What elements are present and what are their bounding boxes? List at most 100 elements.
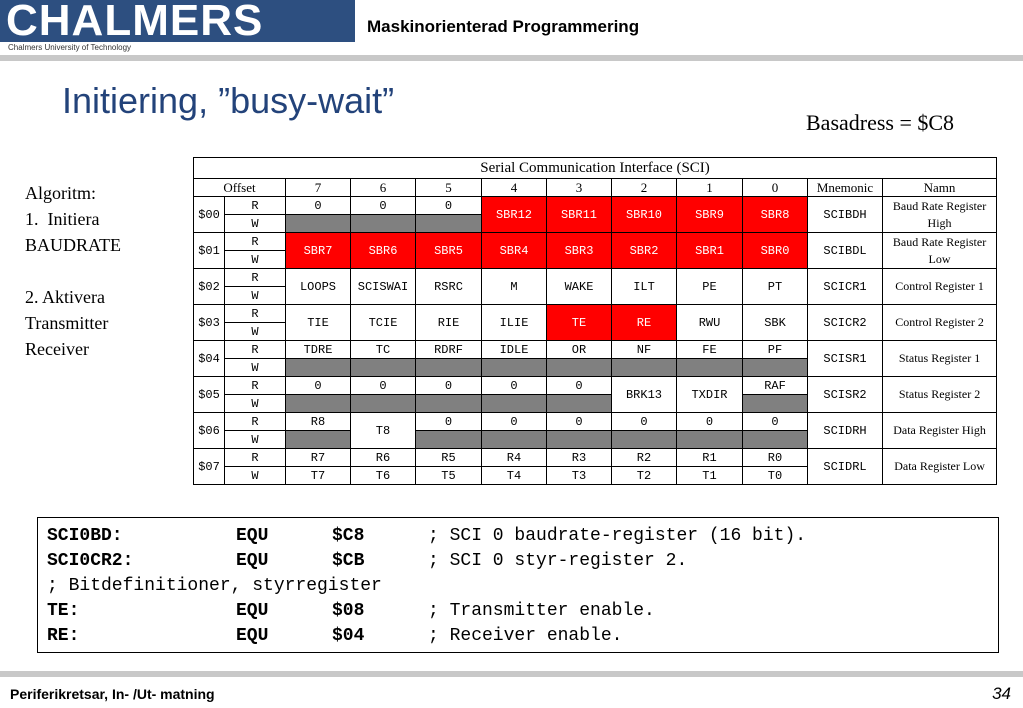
- code-label: SCI0BD:: [47, 526, 123, 546]
- rw-w: W: [224, 430, 286, 449]
- offset-cell: $07: [193, 448, 225, 485]
- bit-cell: TCIE: [350, 304, 416, 341]
- rw-w: W: [224, 214, 286, 233]
- rw-w: W: [224, 322, 286, 341]
- bit-cell-highlight: SBR10: [611, 196, 677, 233]
- bit-cell: T4: [481, 466, 547, 485]
- bit-cell: 0: [481, 412, 547, 431]
- bit-cell-highlight: SBR11: [546, 196, 612, 233]
- offset-cell: $02: [193, 268, 225, 305]
- rw-r: R: [224, 376, 286, 395]
- bit-cell: ILT: [611, 268, 677, 305]
- rw-w: W: [224, 286, 286, 305]
- reserved-cell: [676, 430, 743, 449]
- reserved-cell: [546, 394, 612, 413]
- bit-cell: 0: [611, 412, 677, 431]
- code-op: EQU: [236, 626, 269, 646]
- bit-cell: 0: [415, 196, 482, 215]
- namn-cell: Data Register Low: [881, 448, 998, 485]
- bit-cell: OR: [546, 340, 612, 359]
- bit-cell: SBK: [742, 304, 808, 341]
- code-block: SCI0BD: EQU $C8 ; SCI 0 baudrate-register (…: [37, 517, 999, 653]
- code-arg: $04: [332, 626, 365, 646]
- namn-cell: Control Register 2: [881, 304, 998, 341]
- bit-cell: 0: [676, 412, 743, 431]
- reserved-cell: [415, 430, 482, 449]
- bit-cell: RDRF: [415, 340, 482, 359]
- bit-cell-highlight: SBR9: [676, 196, 743, 233]
- bit-cell: TXDIR: [676, 376, 743, 413]
- header-bit2: 2: [611, 178, 677, 197]
- bit-cell: 0: [546, 376, 612, 395]
- header-bit5: 5: [415, 178, 482, 197]
- bit-cell: PF: [742, 340, 808, 359]
- bit-cell: WAKE: [546, 268, 612, 305]
- bit-cell: TDRE: [285, 340, 351, 359]
- header-bit4: 4: [481, 178, 547, 197]
- header-bit0: 0: [742, 178, 808, 197]
- code-comment: ; SCI 0 styr-register 2.: [428, 551, 688, 571]
- bit-cell-highlight: SBR2: [611, 232, 677, 269]
- bit-cell: T5: [415, 466, 482, 485]
- rw-r: R: [224, 268, 286, 287]
- bit-cell-highlight: SBR12: [481, 196, 547, 233]
- rw-r: R: [224, 304, 286, 323]
- bit-cell: SCISWAI: [350, 268, 416, 305]
- reserved-cell: [742, 394, 808, 413]
- namn-cell: Control Register 1: [881, 268, 998, 305]
- bit-cell: FE: [676, 340, 743, 359]
- top-divider: [0, 55, 1023, 61]
- bit-cell: R7: [285, 448, 351, 467]
- bit-cell-highlight: RE: [611, 304, 677, 341]
- bit-cell: T1: [676, 466, 743, 485]
- code-label: TE:: [47, 601, 80, 621]
- reserved-cell: [415, 358, 482, 377]
- code-label: SCI0CR2:: [47, 551, 134, 571]
- rw-r: R: [224, 196, 286, 215]
- code-arg: $08: [332, 601, 365, 621]
- bit-cell: R1: [676, 448, 743, 467]
- offset-cell: $04: [193, 340, 225, 377]
- bit-cell: BRK13: [611, 376, 677, 413]
- table-row: $04 R TDRE TC RDRF IDLE OR NF FE PF SCIS…: [193, 340, 998, 377]
- page-number: 34: [992, 684, 1011, 703]
- header-namn: Namn: [881, 178, 998, 197]
- slide-title: Initiering, ”busy-wait”: [62, 80, 395, 121]
- bit-cell: RWU: [676, 304, 743, 341]
- header-bit7: 7: [285, 178, 351, 197]
- bit-cell: IDLE: [481, 340, 547, 359]
- footer-text: Periferikretsar, In- /Ut- matning: [10, 686, 215, 702]
- code-comment: ; Receiver enable.: [428, 626, 623, 646]
- bit-cell: R4: [481, 448, 547, 467]
- code-comment: ; SCI 0 baudrate-register (16 bit).: [428, 526, 807, 546]
- header-bit6: 6: [350, 178, 416, 197]
- bit-cell: R3: [546, 448, 612, 467]
- rw-w: W: [224, 466, 286, 485]
- reserved-cell: [285, 214, 351, 233]
- bit-cell: 0: [350, 376, 416, 395]
- bit-cell: PT: [742, 268, 808, 305]
- offset-cell: $03: [193, 304, 225, 341]
- code-line: ; Bitdefinitioner, styrregister: [47, 574, 998, 599]
- reserved-cell: [481, 394, 547, 413]
- table-row: W: [194, 214, 997, 233]
- bit-cell: LOOPS: [285, 268, 351, 305]
- rw-r: R: [224, 340, 286, 359]
- code-line: SCI0CR2: EQU $CB ; SCI 0 styr-register 2.: [47, 549, 998, 574]
- reserved-cell: [350, 214, 416, 233]
- reserved-cell: [285, 358, 351, 377]
- bit-cell: RSRC: [415, 268, 482, 305]
- bit-cell-highlight: SBR6: [350, 232, 416, 269]
- mnemonic-cell: SCISR1: [807, 340, 883, 377]
- bit-cell: 0: [350, 196, 416, 215]
- header-mnemonic: Mnemonic: [807, 178, 883, 197]
- table-row: W: [194, 394, 997, 413]
- offset-cell: $05: [193, 376, 225, 413]
- mnemonic-cell: SCICR1: [807, 268, 883, 305]
- rw-r: R: [224, 412, 286, 431]
- bit-cell: 0: [285, 376, 351, 395]
- bit-cell: T6: [350, 466, 416, 485]
- table-row: $05 R 0 0 0 0 0 BRK13 TXDIR RAF SCISR2 S…: [193, 376, 998, 413]
- reserved-cell: [481, 430, 547, 449]
- sci-register-table: Serial Communication Interface (SCI) Off…: [192, 157, 998, 485]
